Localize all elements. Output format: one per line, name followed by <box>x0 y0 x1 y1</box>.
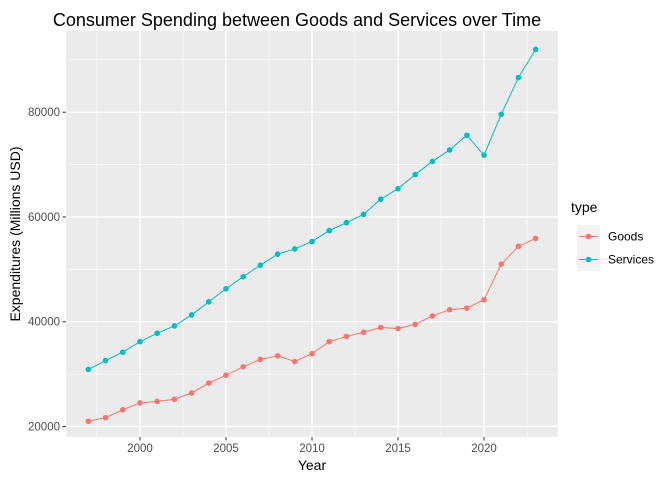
services-point <box>171 323 178 329</box>
legend: type Goods Services <box>571 199 654 271</box>
services-legend-point <box>585 256 592 263</box>
y-tick-label: 60000 <box>28 212 60 224</box>
chart-title: Consumer Spending between Goods and Serv… <box>53 10 541 30</box>
services-point <box>532 46 539 53</box>
services-point <box>257 262 264 268</box>
y-tick-label: 80000 <box>28 107 60 119</box>
services-point <box>429 158 436 165</box>
services-point <box>102 357 109 364</box>
services-point <box>378 196 384 202</box>
services-point <box>205 299 212 305</box>
services-point <box>515 74 522 81</box>
y-tick-label: 20000 <box>28 422 60 434</box>
services-point <box>360 211 367 218</box>
goods-point <box>119 406 126 413</box>
x-axis-title: Year <box>298 457 327 473</box>
services-point <box>395 185 401 192</box>
series-points <box>85 46 539 425</box>
goods-point <box>360 329 367 336</box>
major-gridlines <box>66 31 558 437</box>
goods-point <box>326 338 333 345</box>
services-point <box>188 312 195 318</box>
x-tick-label: 2020 <box>471 443 497 455</box>
services-point <box>291 246 298 252</box>
goods-point <box>137 400 143 406</box>
goods-point <box>85 418 92 425</box>
goods-point <box>274 353 281 359</box>
services-point <box>343 219 350 226</box>
services-point <box>240 273 246 280</box>
goods-point <box>481 296 487 303</box>
goods-point <box>395 325 401 332</box>
goods-point <box>446 306 453 313</box>
goods-point <box>498 261 505 267</box>
goods-point <box>378 324 384 331</box>
goods-point <box>257 356 264 363</box>
goods-legend-label: Goods <box>608 230 643 244</box>
services-point <box>85 366 92 373</box>
x-tick-label: 2000 <box>127 443 153 455</box>
services-point <box>137 338 143 345</box>
y-tick-label: 40000 <box>28 317 60 329</box>
goods-point <box>188 390 195 396</box>
goods-point <box>240 364 246 370</box>
services-point <box>326 227 333 234</box>
goods-point <box>291 358 298 365</box>
x-tick-label: 2010 <box>299 443 325 455</box>
services-point <box>498 111 505 118</box>
goods-point <box>102 414 109 421</box>
x-tick-label: 2005 <box>213 443 239 455</box>
goods-point <box>205 380 212 386</box>
goods-point <box>343 333 350 340</box>
goods-point <box>515 243 522 250</box>
x-axis-ticks: 2000 2005 2010 2015 2020 <box>127 437 497 455</box>
services-point <box>412 171 419 178</box>
goods-point <box>171 396 178 403</box>
services-point <box>464 132 470 139</box>
services-point <box>446 147 453 153</box>
goods-point <box>429 313 436 319</box>
services-point <box>119 349 126 355</box>
goods-legend-point <box>585 233 592 240</box>
services-point <box>309 238 315 245</box>
services-legend-label: Services <box>608 253 654 267</box>
y-axis-title: Expenditures (Millions USD) <box>7 146 23 321</box>
goods-point <box>412 321 419 328</box>
goods-point <box>154 398 160 405</box>
legend-title: type <box>571 199 598 215</box>
services-point <box>274 251 281 257</box>
services-point <box>481 152 487 158</box>
x-tick-label: 2015 <box>385 443 411 455</box>
goods-point <box>223 372 229 378</box>
goods-point <box>532 235 539 242</box>
goods-point <box>309 350 315 357</box>
services-point <box>154 330 160 337</box>
y-axis-ticks: 20000 40000 60000 80000 <box>28 107 66 434</box>
goods-point <box>464 305 470 311</box>
services-point <box>223 285 229 292</box>
